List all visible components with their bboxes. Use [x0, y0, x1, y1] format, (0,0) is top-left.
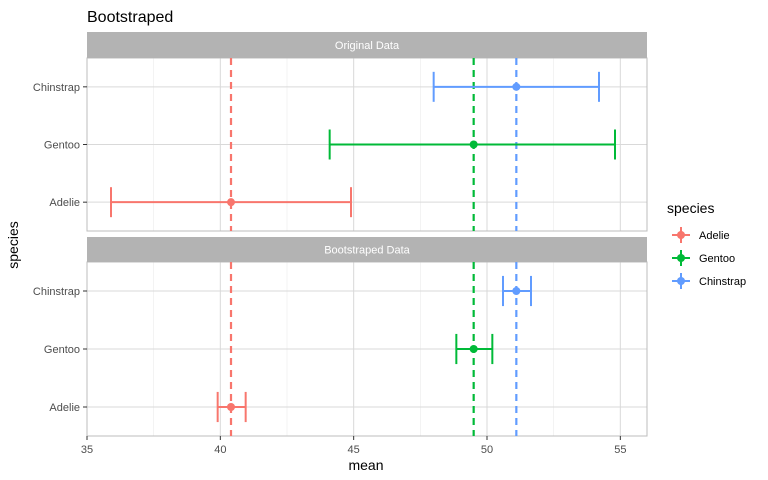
- errorbar-gentoo: [328, 129, 616, 160]
- errorbar-adelie: [216, 391, 247, 423]
- panel-strip: [87, 32, 647, 58]
- legend-label: Gentoo: [699, 253, 735, 265]
- panel-strip-label: Original Data: [335, 40, 400, 52]
- x-axis-label: mean: [348, 457, 383, 473]
- errorbar-chinstrap: [502, 275, 532, 307]
- mean-point: [227, 198, 235, 207]
- y-tick-label: Adelie: [49, 402, 80, 414]
- errorbar-gentoo: [455, 333, 494, 365]
- mean-point: [512, 82, 521, 91]
- y-tick-label: Chinstrap: [33, 82, 80, 94]
- y-tick-label: Gentoo: [44, 344, 80, 356]
- y-tick-label: Gentoo: [44, 140, 80, 152]
- legend-label: Chinstrap: [699, 276, 746, 288]
- legend-key-point: [677, 254, 685, 262]
- mean-point: [469, 345, 478, 353]
- x-tick-label: 45: [348, 444, 360, 456]
- x-tick-label: 40: [214, 444, 226, 456]
- x-tick-label: 55: [614, 444, 626, 456]
- chart-title: Bootstraped: [87, 9, 173, 26]
- x-tick-label: 35: [81, 444, 93, 456]
- y-axis-label: species: [5, 221, 21, 268]
- errorbar-adelie: [110, 187, 352, 218]
- x-axis: 35 40 45 50 55: [81, 436, 626, 456]
- legend-key-point: [677, 231, 685, 239]
- panel-strip: [87, 237, 647, 262]
- panel-1: Bootstraped Data Adelie Gentoo Chinstrap: [33, 237, 648, 437]
- legend-label: Adelie: [699, 230, 730, 242]
- panel-0: Original Data Adelie Gentoo Chinstrap: [33, 32, 648, 232]
- legend-key-point: [677, 277, 685, 285]
- errorbar-chinstrap: [432, 71, 600, 102]
- legend: species Adelie Gentoo Chinstrap: [667, 200, 746, 289]
- mean-point: [227, 403, 235, 411]
- panel-strip-label: Bootstraped Data: [324, 245, 410, 257]
- mean-point: [469, 140, 478, 149]
- mean-point: [512, 287, 521, 295]
- y-tick-label: Adelie: [49, 197, 80, 209]
- y-tick-label: Chinstrap: [33, 286, 80, 298]
- legend-item-adelie: Adelie: [672, 227, 730, 243]
- panels: Original DataAdelieGentooChinstrapBootst…: [33, 32, 648, 437]
- legend-item-gentoo: Gentoo: [672, 250, 735, 266]
- legend-title: species: [667, 200, 714, 216]
- x-tick-label: 50: [481, 444, 493, 456]
- legend-item-chinstrap: Chinstrap: [672, 273, 746, 289]
